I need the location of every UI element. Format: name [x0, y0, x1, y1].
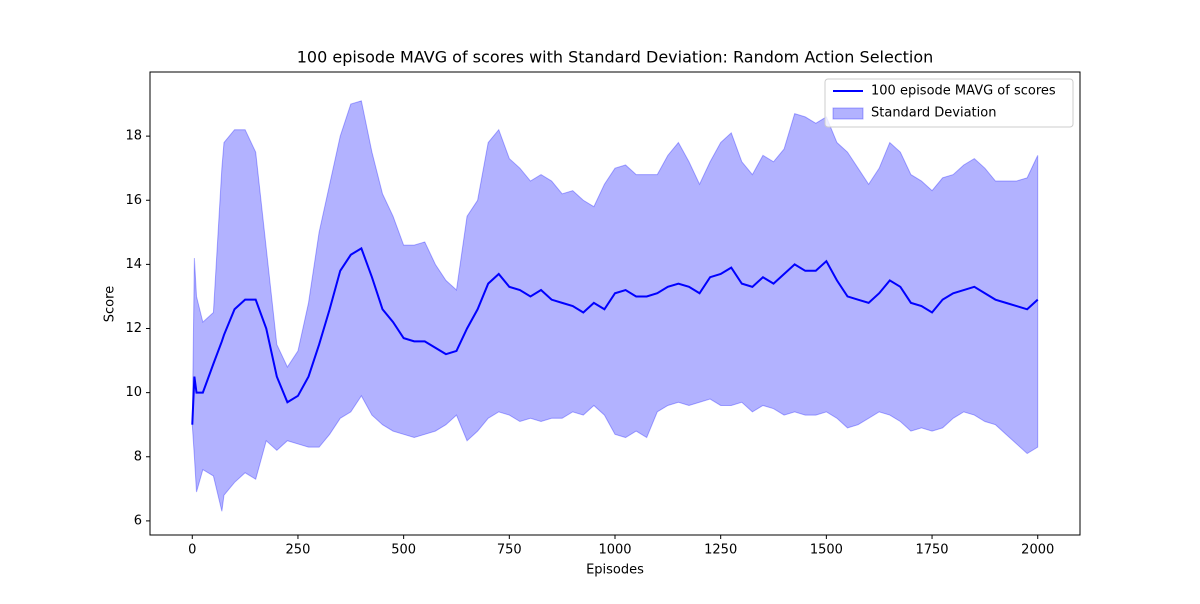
x-tick-label: 750	[497, 543, 522, 558]
x-tick-label: 1500	[810, 543, 843, 558]
x-tick-label: 0	[188, 543, 196, 558]
mavg-line	[191, 246, 1039, 425]
y-tick-label: 8	[134, 449, 142, 464]
legend-label: Standard Deviation	[871, 106, 996, 121]
x-tick-label: 250	[286, 543, 311, 558]
x-tick-label: 2000	[1021, 543, 1054, 558]
legend-swatch	[832, 107, 864, 120]
x-tick-label: 1000	[598, 543, 631, 558]
chart-title: 100 episode MAVG of scores with Standard…	[297, 48, 934, 67]
y-tick-label: 16	[125, 193, 142, 208]
y-tick-label: 10	[125, 385, 142, 400]
std-band	[191, 100, 1039, 512]
y-tick-label: 12	[125, 321, 142, 336]
x-tick-label: 500	[391, 543, 416, 558]
legend-box	[824, 78, 1074, 128]
y-tick-label: 18	[125, 129, 142, 144]
x-tick-label: 1250	[704, 543, 737, 558]
y-tick-label: 6	[134, 513, 142, 528]
legend-label: 100 episode MAVG of scores	[871, 84, 1056, 99]
y-tick-label: 14	[125, 257, 142, 272]
y-axis-label: Score	[103, 286, 118, 322]
x-axis-label: Episodes	[586, 563, 644, 578]
x-tick-label: 1750	[915, 543, 948, 558]
